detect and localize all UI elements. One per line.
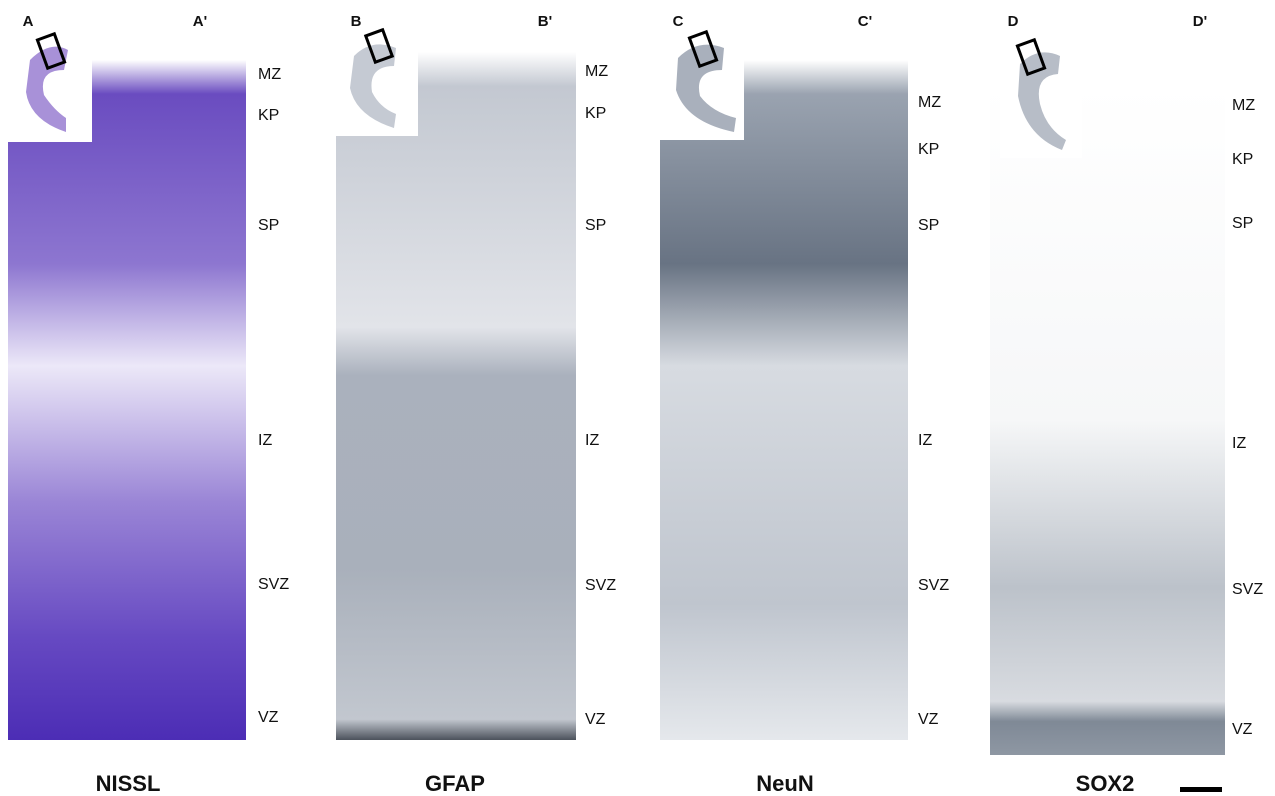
inset-b <box>334 27 418 136</box>
layer-label: KP <box>258 107 279 124</box>
layer-label: VZ <box>258 709 279 726</box>
layer-label: VZ <box>918 711 939 728</box>
layer-label: IZ <box>258 432 272 449</box>
inset-c <box>658 28 744 140</box>
stain-label: NISSL <box>96 771 161 796</box>
panel-letter: B <box>351 13 362 30</box>
panel-letter-prime: A' <box>193 13 207 30</box>
layer-label: SVZ <box>918 577 949 594</box>
stain-label: NeuN <box>756 771 813 796</box>
layer-label: MZ <box>1232 97 1255 114</box>
panel-letter: A <box>23 13 34 30</box>
layer-label: SVZ <box>585 577 616 594</box>
neun-section <box>660 60 908 740</box>
layer-label: IZ <box>918 432 932 449</box>
scale-bar <box>1180 787 1222 792</box>
layer-label: KP <box>585 105 606 122</box>
layer-label: IZ <box>585 432 599 449</box>
layer-label: SP <box>918 217 939 234</box>
inset-d <box>1000 30 1082 158</box>
panel-letter-prime: D' <box>1193 13 1207 30</box>
layer-label: VZ <box>585 711 606 728</box>
panel-letter-prime: C' <box>858 13 872 30</box>
layer-label: MZ <box>585 63 608 80</box>
layer-label: VZ <box>1232 721 1253 738</box>
gfap-section <box>336 52 576 740</box>
layer-label: SP <box>585 217 606 234</box>
sox2-section <box>990 85 1225 755</box>
panel-letter-prime: B' <box>538 13 552 30</box>
stain-label: GFAP <box>425 771 485 796</box>
layer-label: IZ <box>1232 435 1246 452</box>
layer-label: SVZ <box>258 576 289 593</box>
panel-letter: C <box>673 13 684 30</box>
layer-label: SP <box>258 217 279 234</box>
panel-letter: D <box>1008 13 1019 30</box>
stain-label: SOX2 <box>1076 771 1135 796</box>
layer-label: KP <box>1232 151 1253 168</box>
layer-label: KP <box>918 141 939 158</box>
layer-label: SVZ <box>1232 581 1263 598</box>
layer-label: SP <box>1232 215 1253 232</box>
layer-label: MZ <box>258 66 281 83</box>
layer-label: MZ <box>918 94 941 111</box>
inset-a <box>6 30 92 142</box>
nissl-section <box>8 60 246 740</box>
